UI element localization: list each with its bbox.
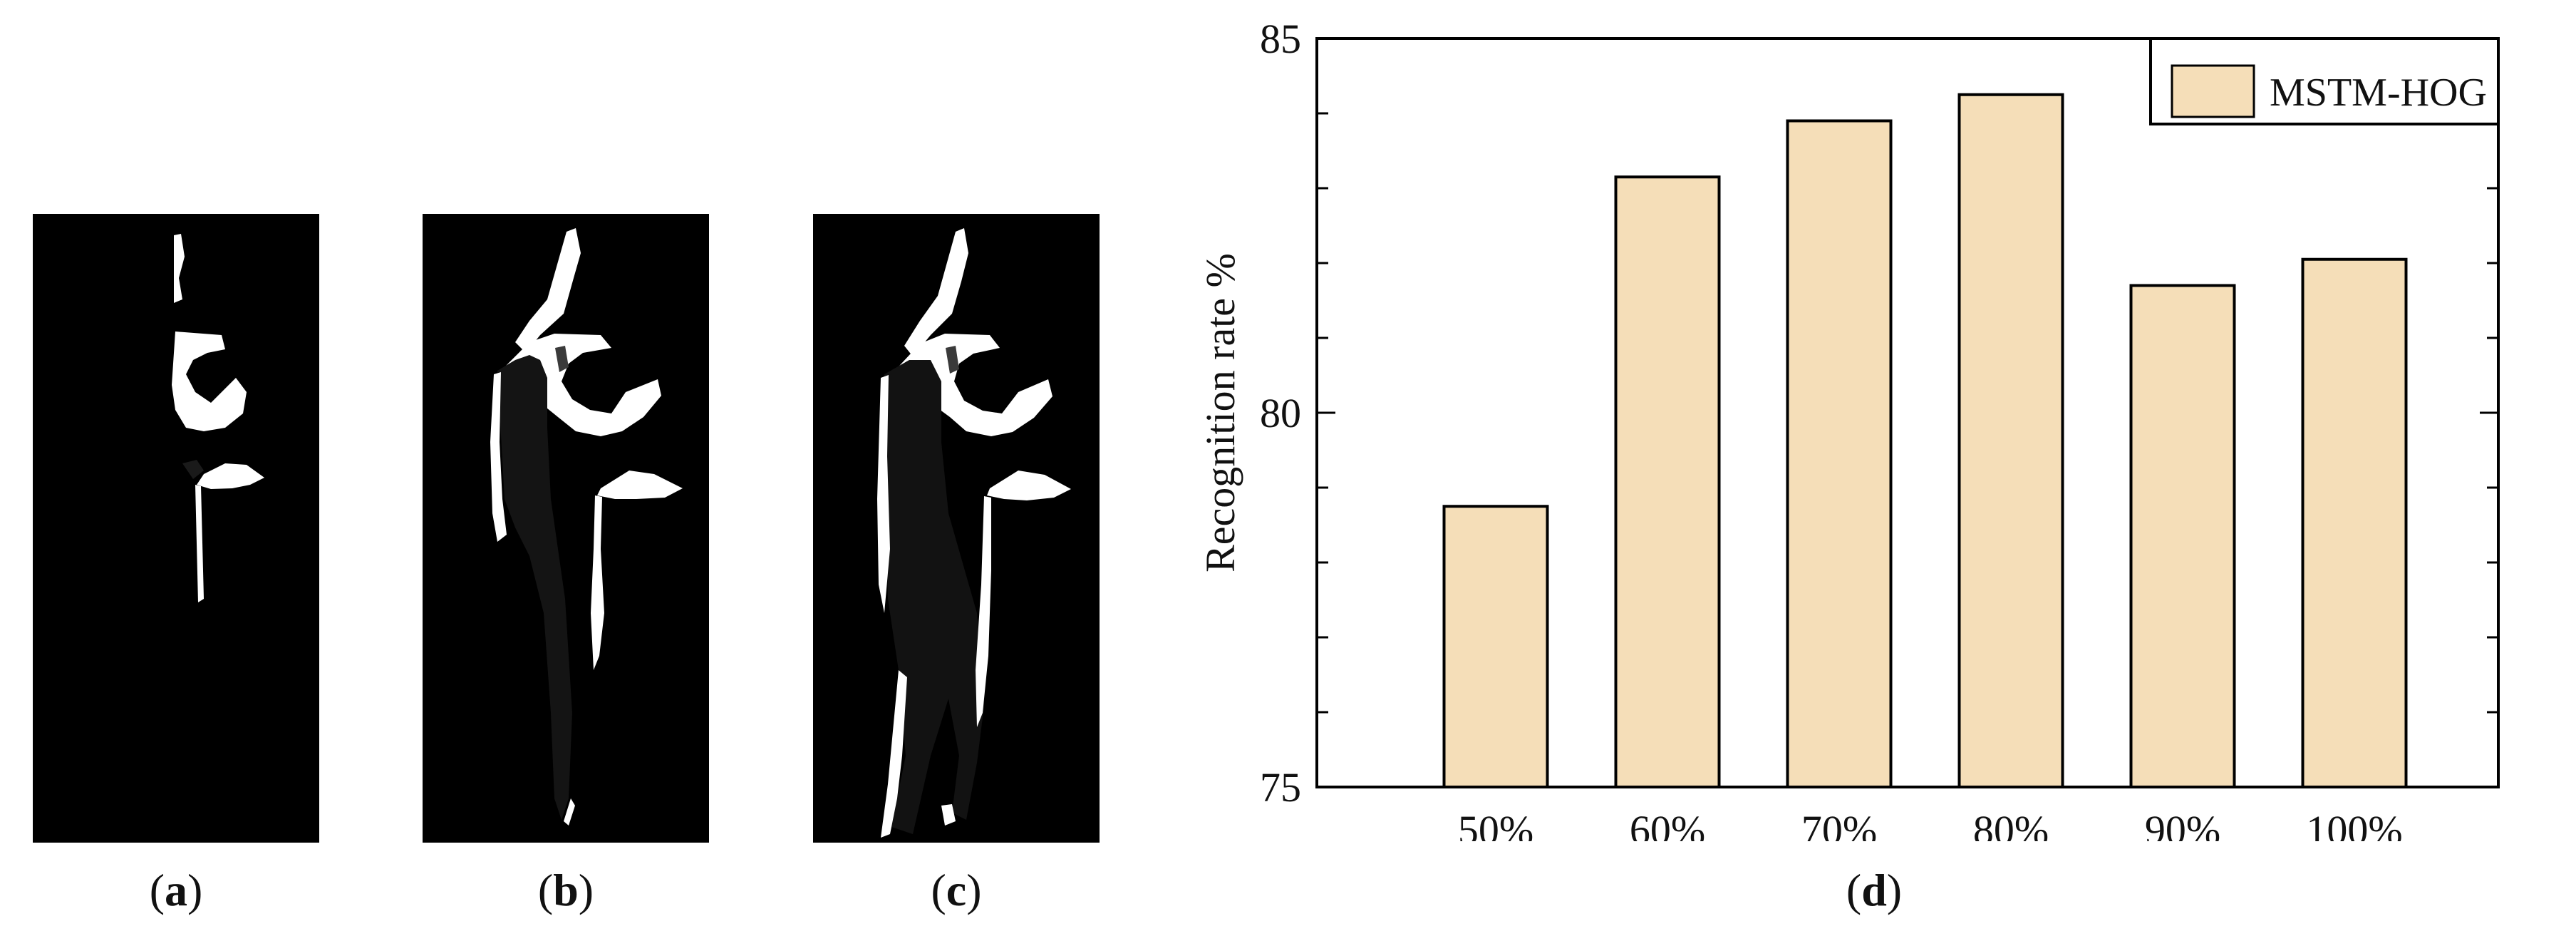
x-tick-label: 80%: [1973, 807, 2049, 841]
legend: MSTM-HOG: [2149, 37, 2500, 125]
x-tick-label: 50%: [1458, 807, 1533, 841]
bar-60pct: [1614, 175, 1721, 788]
silhouette-image-b: [423, 214, 709, 843]
plot-frame: [1315, 37, 2500, 788]
bar-80pct: [1957, 93, 2064, 788]
y-tick-label: 85: [1260, 16, 1301, 62]
bar-70pct: [1786, 119, 1893, 788]
y-tick-label: 75: [1260, 764, 1301, 811]
bar-50pct: [1442, 505, 1549, 788]
silhouette-image-c: [813, 214, 1100, 843]
subfigure-label-d: (d): [1846, 865, 1903, 915]
legend-label: MSTM-HOG: [2270, 71, 2487, 115]
y-axis-label: Recognition rate %: [1197, 253, 1243, 572]
x-tick-label: 100%: [2306, 807, 2402, 841]
y-tick-label: 80: [1260, 390, 1301, 436]
x-tick-label: 60%: [1630, 807, 1705, 841]
x-tick-label: 90%: [2145, 807, 2220, 841]
x-tick-label: 70%: [1801, 807, 1877, 841]
legend-swatch: [2171, 64, 2255, 118]
bar-90pct: [2129, 284, 2236, 788]
subfigure-label-a: (a): [149, 865, 203, 915]
subfigure-label-b: (b): [537, 865, 594, 915]
subfigure-label-c: (c): [931, 865, 982, 915]
bar-chart: 50% 60% 70% 80% 90% 100% 75 80 85 Recognition ra…: [1197, 16, 2500, 853]
bar-chart-panel: 50% 60% 70% 80% 90% 100% 75 80 85 Recognition ra…: [1169, 0, 2576, 853]
silhouette-image-a: [33, 214, 319, 843]
bar-100pct: [2301, 257, 2408, 788]
